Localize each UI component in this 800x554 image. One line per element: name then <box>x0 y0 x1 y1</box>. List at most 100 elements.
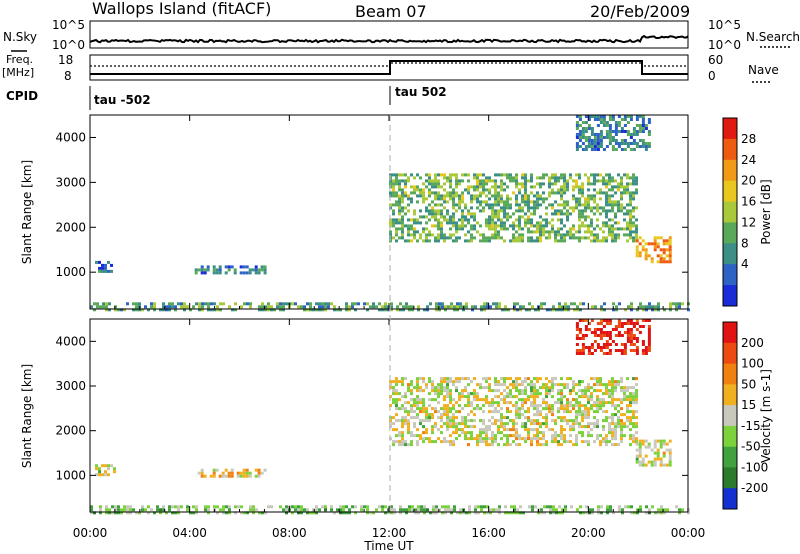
power-cell <box>642 305 645 309</box>
power-cell <box>593 212 596 216</box>
power-cell <box>629 133 633 136</box>
power-cell <box>392 221 395 225</box>
power-cell <box>440 212 443 216</box>
velocity-cell <box>410 380 413 384</box>
power-cell <box>506 194 509 198</box>
velocity-cell <box>138 511 141 515</box>
velocity-cell <box>449 377 452 381</box>
power-cell <box>425 173 428 177</box>
power-cell <box>587 118 591 121</box>
velocity-cell <box>467 392 470 396</box>
power-cell <box>647 118 651 121</box>
velocity-cell <box>632 422 635 426</box>
power-cell <box>530 212 533 216</box>
velocity-cell <box>545 443 548 447</box>
power-cell <box>425 197 428 201</box>
power-cell <box>476 230 479 234</box>
velocity-cell <box>419 410 422 414</box>
velocity-cell <box>162 505 165 509</box>
velocity-cell <box>443 410 446 414</box>
velocity-cell <box>491 431 494 435</box>
station-title: Wallops Island (fitACF) <box>92 0 271 18</box>
velocity-cell <box>524 386 527 390</box>
power-cell <box>476 173 479 177</box>
power-cell <box>488 197 491 201</box>
velocity-cell <box>599 349 603 352</box>
velocity-cell <box>98 470 101 474</box>
power-cell <box>509 173 512 177</box>
power-cell <box>476 179 479 183</box>
velocity-cell <box>564 508 567 512</box>
velocity-cell <box>518 377 521 381</box>
power-cell <box>554 179 557 183</box>
power-cell <box>398 221 401 225</box>
power-cell <box>321 305 324 309</box>
power-cell <box>425 209 428 213</box>
velocity-cell <box>506 395 509 399</box>
power-cell <box>581 221 584 225</box>
power-cell <box>410 227 413 231</box>
velocity-cell <box>467 377 470 381</box>
power-cell <box>587 206 590 210</box>
power-cell <box>413 191 416 195</box>
velocity-cell <box>428 404 431 408</box>
velocity-cell <box>455 431 458 435</box>
velocity-cell <box>530 422 533 426</box>
power-cell <box>590 139 594 142</box>
velocity-cell <box>503 425 506 429</box>
power-cell <box>410 224 413 228</box>
velocity-cell <box>572 428 575 432</box>
velocity-cell <box>617 404 620 408</box>
velocity-cell <box>560 401 563 405</box>
power-cell <box>437 218 440 222</box>
power-cell <box>104 269 107 273</box>
power-cell <box>413 209 416 213</box>
power-cell <box>566 218 569 222</box>
velocity-cell <box>446 425 449 429</box>
velocity-cell <box>446 422 449 426</box>
power-cell <box>668 248 672 252</box>
power-cell <box>611 203 614 207</box>
power-cell <box>330 302 333 306</box>
power-cell <box>533 239 536 243</box>
velocity-cell <box>545 386 548 390</box>
power-cell <box>500 221 503 225</box>
velocity-cell <box>470 401 473 405</box>
velocity-cell <box>611 443 614 447</box>
velocity-cell <box>524 377 527 381</box>
velocity-cell <box>614 383 617 387</box>
power-cell <box>617 185 620 189</box>
time-tick-label: 16:00 <box>471 526 506 540</box>
velocity-cell <box>431 398 434 402</box>
power-cell <box>662 239 666 243</box>
power-cell <box>443 236 446 240</box>
power-cell <box>518 224 521 228</box>
velocity-cell <box>563 407 566 411</box>
velocity-cell <box>98 467 101 471</box>
power-cell <box>626 188 629 192</box>
power-cell <box>245 271 249 275</box>
velocity-cell <box>416 383 419 387</box>
velocity-cell <box>404 407 407 411</box>
velocity-cell <box>581 410 584 414</box>
velocity-cell <box>488 419 491 423</box>
power-cell <box>392 182 395 186</box>
power-cell <box>488 176 491 180</box>
velocity-cell <box>578 328 582 331</box>
power-cell <box>132 302 135 306</box>
velocity-cell <box>656 451 660 455</box>
power-cell <box>650 257 654 261</box>
velocity-cell <box>518 434 521 438</box>
power-cell <box>213 308 216 312</box>
power-cell <box>635 218 638 222</box>
power-cell <box>392 209 395 213</box>
power-cell <box>270 308 273 312</box>
velocity-cell <box>455 389 458 393</box>
velocity-cell <box>647 328 651 331</box>
power-cell <box>479 209 482 213</box>
velocity-cell <box>126 505 129 509</box>
velocity-cell <box>431 380 434 384</box>
velocity-cell <box>417 511 420 515</box>
power-cell <box>417 305 420 309</box>
power-cell <box>500 179 503 183</box>
